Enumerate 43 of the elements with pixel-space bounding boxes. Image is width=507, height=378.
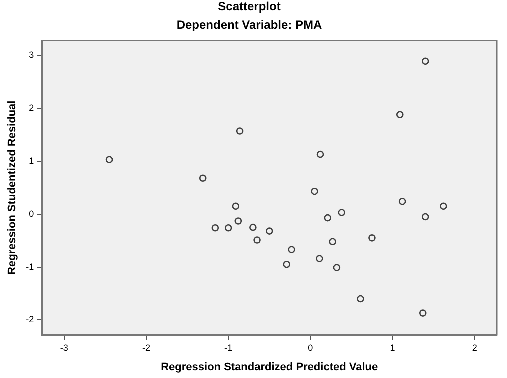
x-tick-label: -3 (60, 342, 68, 353)
point (212, 224, 220, 232)
y-tick-label: -1 (26, 262, 34, 272)
point (422, 58, 430, 66)
y-tick-label: 3 (29, 50, 34, 60)
point (106, 156, 114, 164)
point (357, 295, 364, 303)
point (338, 209, 346, 216)
point (311, 188, 318, 196)
point (324, 214, 332, 222)
x-tick-label: 0 (308, 342, 314, 353)
y-tick-label: -2 (26, 314, 34, 325)
point (254, 236, 261, 244)
point (288, 246, 296, 254)
y-axis-title: Regression Studentized Residual (6, 100, 19, 275)
point (440, 202, 448, 210)
x-axis-title: Regression Standardized Predicted Value (161, 361, 378, 374)
chart-subtitle: Dependent Variable: PMA (176, 18, 323, 32)
y-tick-label: 0 (29, 208, 34, 219)
point (232, 202, 240, 210)
x-tick-label: 2 (472, 342, 478, 353)
chart-title: Scatterplot (218, 0, 281, 14)
x-tick-label: -1 (224, 342, 233, 353)
point (419, 310, 427, 317)
y-tick-label: 1 (29, 156, 34, 166)
point (316, 255, 324, 262)
point (398, 198, 406, 206)
point (316, 150, 324, 158)
point (422, 213, 430, 221)
point (283, 260, 290, 268)
point (266, 228, 274, 235)
y-tick-label: 2 (29, 103, 34, 114)
point (224, 224, 232, 232)
point (333, 264, 341, 272)
point (250, 224, 257, 232)
point (199, 174, 207, 182)
x-tick-label: -2 (142, 342, 150, 353)
point (236, 128, 244, 135)
point (329, 238, 336, 246)
point (234, 218, 242, 225)
x-tick-label: 1 (390, 342, 396, 353)
point (368, 234, 376, 242)
point (396, 111, 404, 119)
